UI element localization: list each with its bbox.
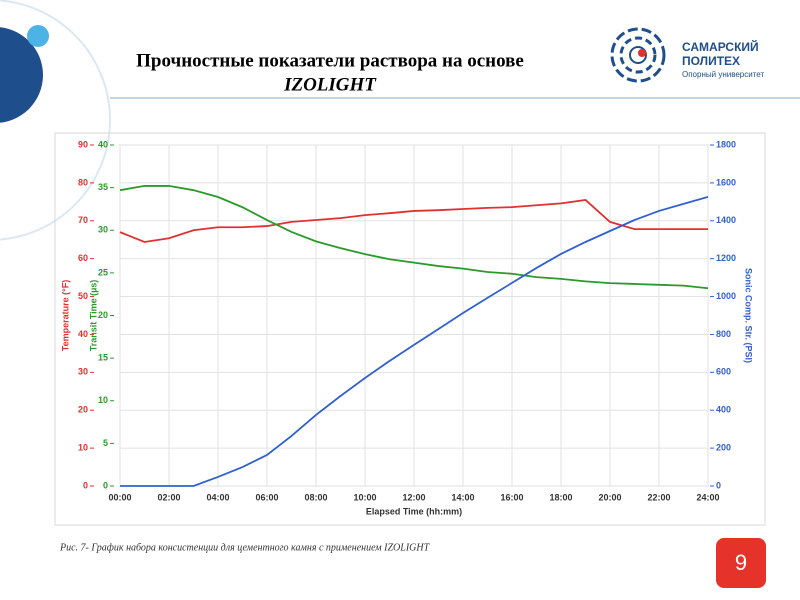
y-tick-label: 200 <box>716 442 731 452</box>
x-tick-label: 00:00 <box>108 492 131 502</box>
x-tick-label: 02:00 <box>157 492 180 502</box>
axis-title: Sonic Comp. Str. (PSI) <box>744 268 754 363</box>
caption: Рис. 7- График набора консистенции для ц… <box>59 542 431 553</box>
decor-circle <box>0 27 43 123</box>
y-tick-label: 1600 <box>716 177 736 187</box>
logo-text: ПОЛИТЕХ <box>682 54 740 68</box>
x-tick-label: 08:00 <box>304 492 327 502</box>
chart-frame <box>54 132 766 526</box>
decor-circle <box>27 25 49 47</box>
axis-title: Transit Time (µs) <box>88 280 98 352</box>
x-tick-label: 16:00 <box>500 492 523 502</box>
data-line <box>120 196 709 487</box>
x-tick-label: 14:00 <box>451 492 474 502</box>
y-tick-label: 1200 <box>716 253 736 263</box>
x-axis-title: Elapsed Time (hh:mm) <box>366 506 462 516</box>
y-tick-label: 5 <box>103 438 108 448</box>
y-tick-label: 800 <box>716 329 731 339</box>
y-tick-label: 80 <box>78 177 88 187</box>
logo-text: САМАРСКИЙ <box>682 39 759 54</box>
y-tick-label: 35 <box>98 182 108 192</box>
y-tick-label: 15 <box>98 353 108 363</box>
y-tick-label: 0 <box>83 480 88 490</box>
logo: САМАРСКИЙ ПОЛИТЕХ Опорный университет <box>610 27 764 83</box>
data-line <box>119 185 709 290</box>
axis-title: Temperature (°F) <box>60 280 70 351</box>
x-tick-label: 10:00 <box>353 492 376 502</box>
y-tick-label: 25 <box>98 267 108 277</box>
y-tick-label: 20 <box>78 405 88 415</box>
y-tick-label: 50 <box>78 291 88 301</box>
y-tick-label: 90 <box>78 139 88 149</box>
y-tick-label: 1800 <box>716 139 736 149</box>
slide-title: IZOLIGHT <box>283 74 377 95</box>
logo-text: Опорный университет <box>682 70 764 79</box>
y-tick-label: 1400 <box>716 215 736 225</box>
data-line <box>119 198 708 243</box>
page-number: 9 <box>735 550 747 575</box>
y-tick-label: 10 <box>78 442 88 452</box>
x-tick-label: 04:00 <box>206 492 229 502</box>
y-tick-label: 30 <box>98 225 108 235</box>
x-tick-label: 18:00 <box>549 492 572 502</box>
y-tick-label: 40 <box>78 329 88 339</box>
x-tick-label: 12:00 <box>402 492 425 502</box>
y-tick-label: 600 <box>716 367 731 377</box>
y-tick-label: 10 <box>98 395 108 405</box>
y-tick-label: 1000 <box>716 291 736 301</box>
y-tick-label: 60 <box>78 253 88 263</box>
x-tick-label: 20:00 <box>598 492 621 502</box>
decor-ring <box>0 0 111 241</box>
y-tick-label: 0 <box>103 480 108 490</box>
y-tick-label: 30 <box>78 367 88 377</box>
y-tick-label: 40 <box>98 139 108 149</box>
x-tick-label: 22:00 <box>647 492 670 502</box>
slide-title: Прочностные показатели раствора на основ… <box>136 50 524 71</box>
y-tick-label: 0 <box>716 480 721 490</box>
x-tick-label: 06:00 <box>255 492 278 502</box>
page-badge <box>716 538 766 588</box>
y-tick-label: 70 <box>78 215 88 225</box>
x-tick-label: 24:00 <box>696 492 719 502</box>
y-tick-label: 20 <box>98 310 108 320</box>
y-tick-label: 400 <box>716 405 731 415</box>
